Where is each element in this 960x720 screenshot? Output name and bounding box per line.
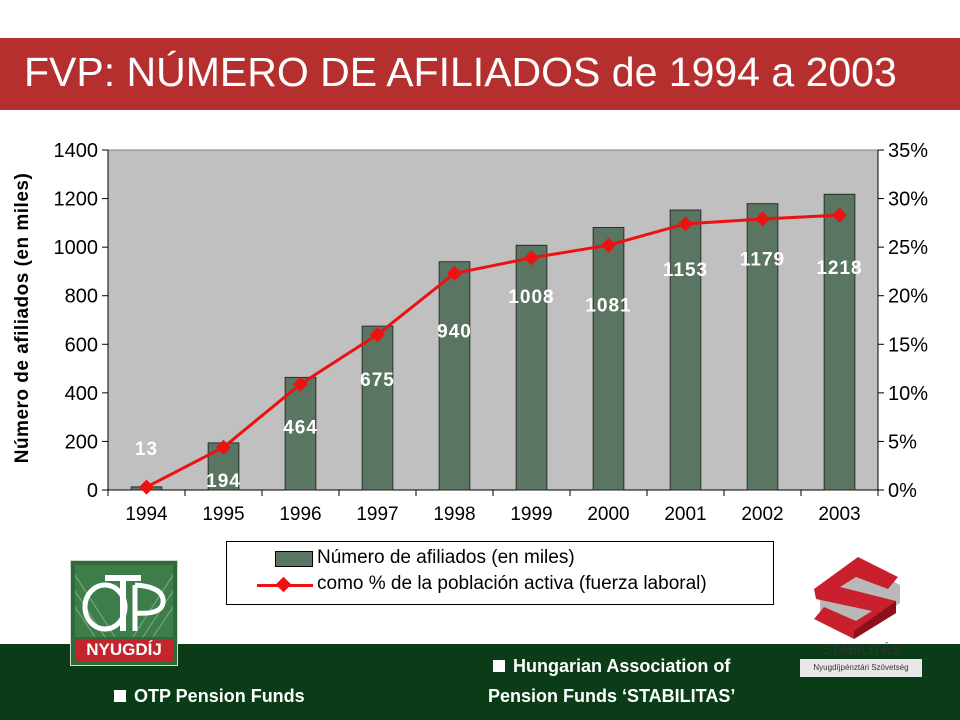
- otp-logo: NYUGDÍJ: [70, 560, 178, 666]
- y-tick-label: 1400: [54, 140, 99, 162]
- x-tick-label: 1995: [202, 504, 244, 525]
- y2-tick-label: 15%: [888, 334, 928, 356]
- line-marker: [370, 327, 385, 343]
- data-label: 464: [283, 417, 318, 438]
- line-marker: [293, 376, 308, 392]
- y-tick-label: 800: [65, 286, 98, 308]
- x-tick-label: 1999: [510, 504, 552, 525]
- line-marker: [524, 250, 539, 266]
- x-tick-label: 2000: [587, 504, 629, 525]
- data-label: 675: [360, 370, 395, 391]
- line-marker: [601, 237, 616, 253]
- line-marker: [447, 265, 462, 281]
- bar: [592, 227, 625, 491]
- x-tick-label: 1996: [279, 504, 321, 525]
- data-label: 1218: [816, 258, 862, 279]
- data-label: 1008: [508, 287, 554, 308]
- x-tick-label: 2002: [741, 504, 783, 525]
- footer-bullet-icon: [493, 660, 505, 672]
- bar: [515, 244, 548, 491]
- line-marker: [755, 211, 770, 227]
- y2-tick-label: 25%: [888, 237, 928, 259]
- legend-label-line: como % de la población activa (fuerza la…: [317, 573, 707, 594]
- legend-item-line: como % de la población activa (fuerza la…: [227, 572, 773, 598]
- chart-legend: Número de afiliados (en miles) como % de…: [226, 541, 774, 605]
- footer-right-text-1: Hungarian Association of: [513, 656, 731, 676]
- title-bar: FVP: NÚMERO DE AFILIADOS de 1994 a 2003: [0, 38, 960, 110]
- y2-tick-label: 5%: [888, 431, 917, 453]
- stabilitas-logo: STABILITÁS Nyugdíjpénztári Szövetség: [800, 555, 922, 677]
- footer-left-text: OTP Pension Funds: [134, 686, 305, 706]
- stabilitas-name: STABILITÁS: [821, 641, 901, 657]
- line-marker: [216, 439, 231, 455]
- stabilitas-s-icon: [814, 557, 900, 639]
- x-tick-label: 1997: [356, 504, 398, 525]
- data-label: 194: [206, 471, 241, 492]
- x-tick-label: 1994: [125, 504, 168, 525]
- legend-item-bars: Número de afiliados (en miles): [227, 546, 773, 572]
- bar: [284, 376, 317, 491]
- x-tick-label: 2003: [818, 504, 860, 525]
- chart: 0 200 400 600 800 1000 1200 1400 0% 5% 10% 15% 20% 25…: [12, 140, 928, 525]
- y-axis-title: Número de afiliados (en miles): [12, 173, 33, 464]
- y-tick-label: 1000: [54, 237, 99, 259]
- bar: [669, 209, 702, 491]
- bar: [823, 193, 856, 491]
- line-marker: [139, 479, 154, 495]
- bar: [438, 261, 471, 491]
- y-tick-label: 200: [65, 431, 98, 453]
- footer-right-line1: Hungarian Association of: [493, 656, 730, 677]
- bar: [746, 203, 779, 491]
- x-tick-label: 2001: [664, 504, 706, 525]
- y2-tick-label: 10%: [888, 383, 928, 405]
- line-marker: [678, 216, 693, 232]
- stabilitas-subtitle: Nyugdíjpénztári Szövetség: [800, 659, 922, 677]
- footer-right-line2: Pension Funds ‘STABILITAS’: [488, 686, 736, 706]
- x-tick-label: 1998: [433, 504, 475, 525]
- data-label: 940: [437, 322, 472, 343]
- y-tick-label: 600: [65, 334, 98, 356]
- y2-tick-label: 20%: [888, 286, 928, 308]
- y-tick-label: 0: [87, 480, 98, 502]
- y2-tick-label: 30%: [888, 189, 928, 211]
- data-label: 13: [135, 439, 158, 460]
- otp-mark-icon: [75, 565, 173, 637]
- y-tick-label: 400: [65, 383, 98, 405]
- data-label: 1179: [740, 250, 785, 271]
- line-series: [145, 213, 840, 489]
- footer-left: OTP Pension Funds: [114, 686, 305, 707]
- y-tick-label: 1200: [54, 189, 99, 211]
- otp-logo-word: NYUGDÍJ: [75, 639, 173, 661]
- legend-label-bars: Número de afiliados (en miles): [317, 547, 575, 568]
- y2-tick-label: 35%: [888, 140, 928, 162]
- legend-diamond-marker: [275, 576, 292, 593]
- legend-bar-swatch: [275, 551, 313, 567]
- bar: [361, 325, 394, 491]
- y2-tick-label: 0%: [888, 480, 917, 502]
- data-label: 1153: [663, 260, 708, 281]
- footer-bullet-icon: [114, 690, 126, 702]
- page-title: FVP: NÚMERO DE AFILIADOS de 1994 a 2003: [24, 49, 897, 95]
- data-label: 1081: [585, 295, 631, 316]
- line-marker: [832, 207, 847, 223]
